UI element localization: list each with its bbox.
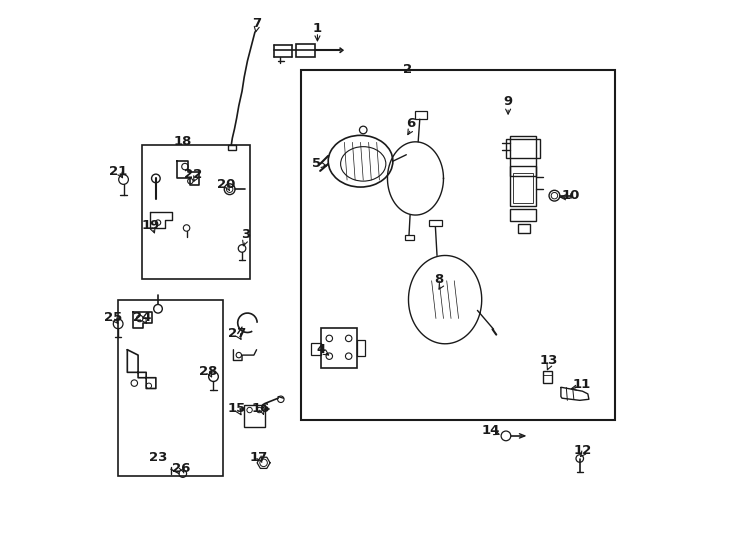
Text: 25: 25 bbox=[103, 311, 122, 324]
Text: 22: 22 bbox=[184, 167, 203, 180]
Text: 28: 28 bbox=[199, 364, 217, 378]
Text: 5: 5 bbox=[312, 157, 321, 170]
Text: 2: 2 bbox=[403, 63, 412, 76]
Bar bbox=[404, 235, 415, 240]
Text: 10: 10 bbox=[562, 189, 580, 202]
Bar bbox=[506, 139, 540, 158]
Text: 21: 21 bbox=[109, 165, 127, 179]
Text: 23: 23 bbox=[149, 451, 167, 464]
Bar bbox=[415, 111, 427, 119]
Text: 17: 17 bbox=[249, 451, 267, 464]
Bar bbox=[301, 70, 615, 420]
Text: 13: 13 bbox=[540, 354, 559, 367]
Bar bbox=[228, 145, 236, 151]
Bar bbox=[142, 145, 250, 279]
Bar bbox=[542, 372, 552, 383]
Text: 12: 12 bbox=[573, 444, 592, 457]
Bar bbox=[429, 220, 443, 226]
Bar bbox=[244, 404, 265, 427]
Bar bbox=[510, 137, 536, 177]
Text: 20: 20 bbox=[217, 178, 235, 191]
Text: 15: 15 bbox=[228, 402, 246, 415]
Bar bbox=[311, 343, 321, 355]
Text: 9: 9 bbox=[504, 96, 512, 109]
Bar bbox=[510, 166, 536, 206]
Text: 16: 16 bbox=[251, 402, 269, 415]
Text: 27: 27 bbox=[228, 327, 246, 340]
Text: 6: 6 bbox=[407, 117, 415, 130]
Bar bbox=[513, 173, 534, 202]
Bar bbox=[321, 328, 357, 368]
Bar bbox=[357, 340, 366, 356]
Bar bbox=[296, 44, 315, 57]
Text: 24: 24 bbox=[133, 311, 151, 324]
Text: 26: 26 bbox=[172, 462, 190, 475]
Text: 3: 3 bbox=[241, 228, 250, 241]
Text: 8: 8 bbox=[434, 273, 443, 286]
Text: 18: 18 bbox=[174, 136, 192, 148]
Text: 7: 7 bbox=[252, 17, 261, 30]
Text: 19: 19 bbox=[142, 219, 160, 232]
Text: 4: 4 bbox=[316, 343, 326, 356]
Bar bbox=[118, 300, 223, 476]
Text: 11: 11 bbox=[573, 377, 590, 390]
Text: 1: 1 bbox=[313, 22, 322, 35]
Bar bbox=[510, 209, 536, 221]
Text: 14: 14 bbox=[482, 424, 500, 437]
Bar bbox=[517, 224, 530, 233]
